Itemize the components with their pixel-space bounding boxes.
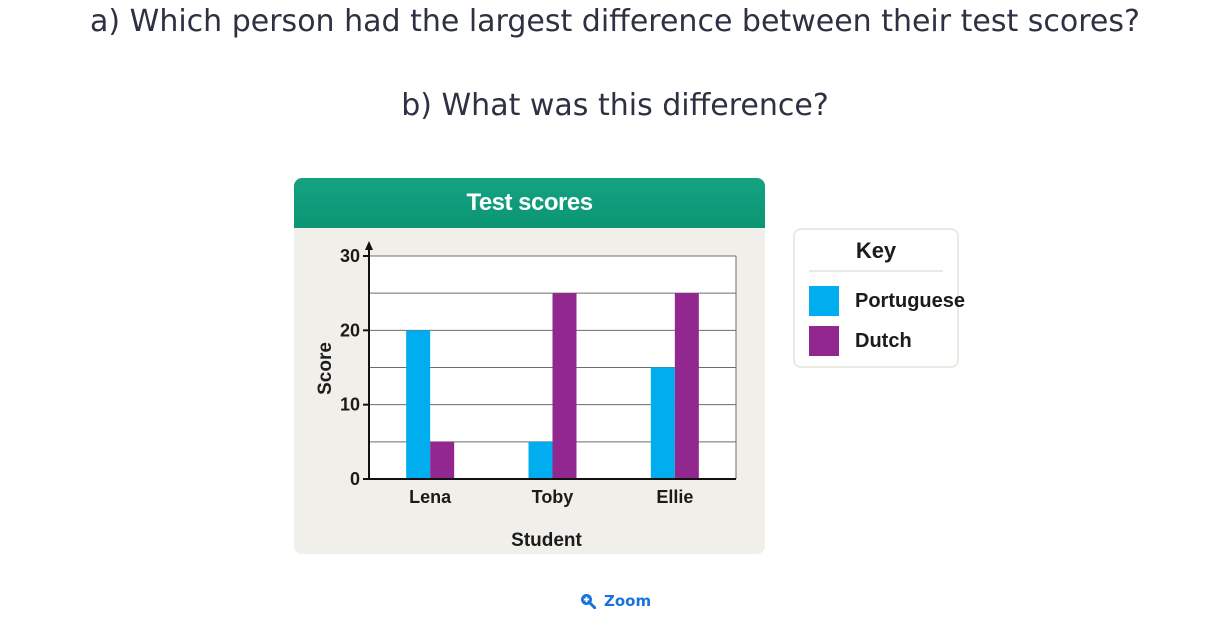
bar-ellie-portuguese: [650, 367, 675, 479]
chart-card: Lena Toby Ellie 0 10 20 30 Student Score Test sc…: [294, 178, 765, 554]
y-axis-arrow: [365, 241, 373, 250]
x-tick-label: Lena: [409, 487, 452, 507]
y-tick-label: 30: [340, 246, 360, 266]
y-axis-label: Score: [315, 342, 336, 395]
bar-ellie-dutch: [674, 293, 699, 479]
key-item-portuguese: Portuguese: [809, 286, 965, 316]
zoom-in-icon: [581, 594, 596, 609]
portuguese-swatch: [809, 286, 839, 316]
dutch-swatch: [809, 326, 839, 356]
key-label-portuguese: Portuguese: [855, 289, 966, 312]
zoom-button[interactable]: Zoom: [580, 592, 651, 610]
key-divider: [809, 270, 943, 272]
key-title: Key: [855, 238, 897, 263]
y-tick-label: 10: [340, 395, 360, 415]
key-item-dutch: Dutch: [809, 326, 912, 356]
y-tick-label: 0: [350, 469, 360, 489]
x-tick-label: Toby: [532, 487, 574, 507]
y-tick-label: 20: [340, 320, 360, 340]
question-part-a: a) Which person had the largest differen…: [90, 4, 1140, 39]
chart-key: Key Portuguese Dutch: [793, 228, 965, 368]
zoom-label: Zoom: [604, 592, 652, 610]
key-label-dutch: Dutch: [855, 329, 912, 352]
bar-toby-dutch: [552, 293, 577, 479]
bar-chart: Lena Toby Ellie 0 10 20 30 Student Score: [315, 241, 737, 551]
bar-lena-portuguese: [406, 330, 431, 479]
question-part-b: b) What was this difference?: [401, 88, 829, 123]
bar-lena-dutch: [430, 441, 455, 479]
x-axis-label: Student: [511, 530, 582, 551]
chart-title: Test scores: [294, 178, 765, 228]
x-tick-label: Ellie: [656, 487, 693, 507]
bar-toby-portuguese: [528, 441, 553, 479]
